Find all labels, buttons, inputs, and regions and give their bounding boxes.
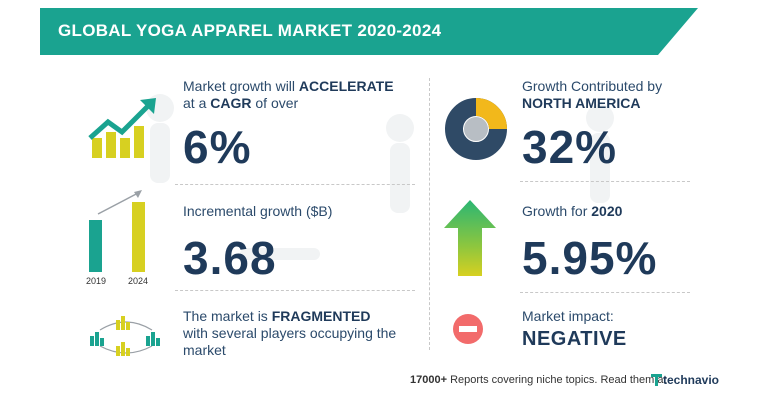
row-divider bbox=[175, 184, 415, 185]
growth-line2-pre: at a bbox=[183, 95, 211, 111]
year-end-label: 2024 bbox=[128, 276, 149, 286]
footer-text: 17000+ Reports covering niche topics. Re… bbox=[410, 374, 667, 386]
row-divider bbox=[520, 292, 690, 293]
incremental-label: Incremental growth ($B) bbox=[183, 203, 333, 219]
donut-chart-icon bbox=[445, 98, 507, 160]
fragmented-line3: market bbox=[183, 342, 226, 358]
yoy-label-pre: Growth for bbox=[522, 203, 592, 219]
minus-circle-icon bbox=[453, 314, 483, 344]
fragmented-text: The market is FRAGMENTED with several pl… bbox=[183, 308, 396, 359]
impact-label: Market impact: bbox=[522, 308, 614, 324]
fragmented-line1-bold: FRAGMENTED bbox=[271, 308, 371, 324]
cagr-value: 6% bbox=[183, 121, 252, 173]
report-count: 17000+ bbox=[410, 374, 448, 386]
background-silhouettes bbox=[146, 94, 614, 260]
fragmented-line1-pre: The market is bbox=[183, 308, 272, 324]
title-banner-tip bbox=[658, 8, 698, 55]
technavio-t-icon bbox=[651, 374, 662, 386]
growth-line1-bold: ACCELERATE bbox=[298, 78, 394, 94]
growth-chart-icon bbox=[88, 98, 156, 158]
row-divider bbox=[520, 181, 690, 182]
fragmented-market-icon bbox=[90, 316, 160, 356]
growth-text: Market growth will ACCELERATE at a CAGR … bbox=[183, 78, 394, 112]
impact-value: NEGATIVE bbox=[522, 328, 627, 350]
up-arrow-icon bbox=[444, 200, 496, 276]
yoy-value: 5.95% bbox=[522, 232, 658, 284]
row-divider bbox=[175, 290, 415, 291]
incremental-bars-icon bbox=[89, 190, 145, 272]
infographic-card bbox=[40, 8, 730, 371]
region-value: 32% bbox=[522, 121, 618, 173]
page-title: GLOBAL YOGA APPAREL MARKET 2020-2024 bbox=[58, 21, 442, 40]
column-divider bbox=[429, 78, 430, 350]
region-line1: Growth Contributed by bbox=[522, 78, 663, 94]
footer-caption: Reports covering niche topics. Read them… bbox=[447, 374, 667, 386]
growth-line2-bold: CAGR bbox=[210, 95, 252, 111]
region-text: Growth Contributed by NORTH AMERICA bbox=[522, 78, 662, 112]
fragmented-line2: with several players occupying the bbox=[183, 325, 397, 341]
year-start-label: 2019 bbox=[86, 276, 107, 286]
region-line2: NORTH AMERICA bbox=[522, 95, 641, 111]
title-banner bbox=[40, 8, 658, 55]
incremental-value: 3.68 bbox=[183, 232, 277, 284]
growth-line1-pre: Market growth will bbox=[183, 78, 299, 94]
growth-line2-post: of over bbox=[251, 95, 299, 111]
yoy-text: Growth for 2020 bbox=[522, 203, 622, 220]
brand-name[interactable]: technavio bbox=[663, 373, 720, 387]
yoy-label-bold: 2020 bbox=[591, 203, 623, 219]
